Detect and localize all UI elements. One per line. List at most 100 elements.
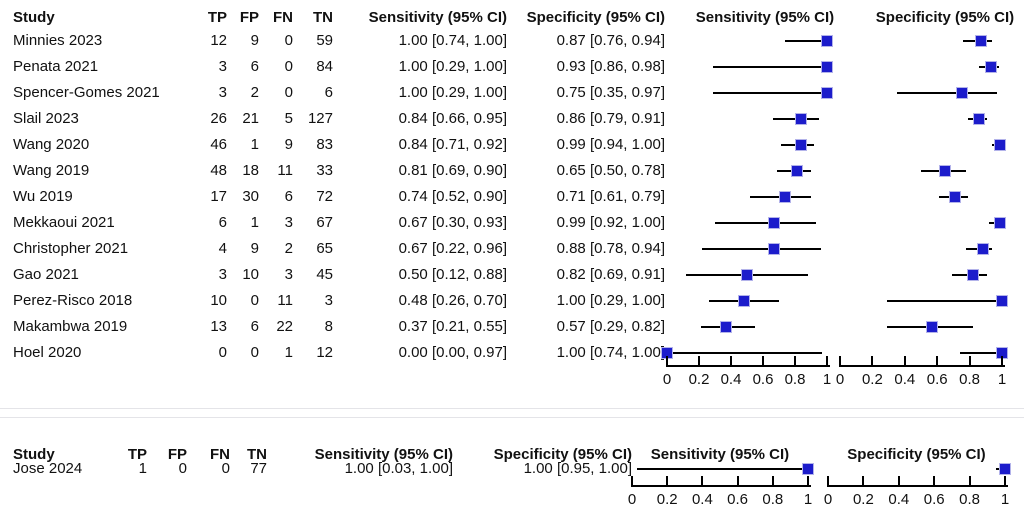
axis-tick xyxy=(897,476,900,487)
axis-tick xyxy=(968,476,971,487)
fn-value: 1 xyxy=(284,344,293,361)
fn-value: 5 xyxy=(284,110,293,127)
study-name: Makambwa 2019 xyxy=(13,318,128,335)
axis-line xyxy=(632,485,811,487)
sensitivity-estimate-text: 0.74 [0.52, 0.90] xyxy=(398,188,507,205)
sensitivity-estimate-text: 1.00 [0.29, 1.00] xyxy=(398,58,507,75)
fn-value: 2 xyxy=(284,240,293,257)
axis-tick-label: 0 xyxy=(835,371,845,388)
sensitivity-estimate-text: 0.37 [0.21, 0.55] xyxy=(398,318,507,335)
sensitivity-axis: 0 0.2 0.4 0.6 0.8 1 xyxy=(628,476,812,512)
point-estimate-marker xyxy=(984,61,997,73)
fp-value: 10 xyxy=(242,266,259,283)
axis-tick xyxy=(1004,476,1006,487)
tn-value: 77 xyxy=(250,460,267,477)
tp-value: 0 xyxy=(218,344,227,361)
axis-tick xyxy=(762,356,764,367)
sensitivity-estimate-text: 0.00 [0.00, 0.97] xyxy=(398,344,507,361)
tn-value: 3 xyxy=(324,292,333,309)
tp-value: 3 xyxy=(218,266,227,283)
sensitivity-forest-row xyxy=(667,28,833,54)
axis-tick-label: 0.4 xyxy=(894,371,916,388)
tn-value: 45 xyxy=(316,266,333,283)
section-divider xyxy=(0,408,1024,409)
fn-value: 0 xyxy=(284,32,293,49)
tp-value: 26 xyxy=(210,110,227,127)
point-estimate-marker xyxy=(999,463,1011,475)
tp-value: 1 xyxy=(138,460,147,477)
study-name: Penata 2021 xyxy=(13,58,99,75)
specificity-estimate-text: 0.65 [0.50, 0.78] xyxy=(556,162,665,179)
axis-tick xyxy=(666,356,668,367)
study-name: Spencer-Gomes 2021 xyxy=(13,84,160,101)
sensitivity-forest-row xyxy=(667,288,827,314)
column-header-fn: FN xyxy=(273,9,293,26)
column-header-fp: FP xyxy=(167,446,187,463)
axis-tick xyxy=(936,356,939,367)
axis-tick-label: 0.4 xyxy=(691,491,713,508)
axis-tick xyxy=(1001,356,1003,367)
specificity-estimate-text: 1.00 [0.95, 1.00] xyxy=(523,460,632,477)
axis-tick-label: 0.4 xyxy=(888,491,910,508)
study-name: Perez-Risco 2018 xyxy=(13,292,133,309)
axis-tick-label: 1 xyxy=(822,371,832,388)
tn-value: 33 xyxy=(316,162,333,179)
fp-value: 21 xyxy=(242,110,259,127)
sensitivity-estimate-text: 0.84 [0.66, 0.95] xyxy=(398,110,507,127)
specificity-axis: 0 0.2 0.4 0.6 0.8 1 xyxy=(824,476,1009,512)
sensitivity-forest-row xyxy=(667,210,827,236)
tn-value: 127 xyxy=(307,110,333,127)
specificity-forest-row xyxy=(828,456,1011,482)
fn-value: 3 xyxy=(284,214,293,231)
axis-tick-label: 0.2 xyxy=(861,371,883,388)
confidence-interval-line xyxy=(713,66,827,68)
point-estimate-marker xyxy=(994,217,1007,229)
specificity-estimate-text: 0.57 [0.29, 0.82] xyxy=(556,318,665,335)
axis-tick-label: 0.2 xyxy=(688,371,710,388)
axis-tick xyxy=(839,356,841,367)
fp-value: 0 xyxy=(250,344,259,361)
study-name: Gao 2021 xyxy=(13,266,79,283)
axis-line xyxy=(840,365,1005,367)
sensitivity-estimate-text: 0.50 [0.12, 0.88] xyxy=(398,266,507,283)
axis-tick-label: 0.8 xyxy=(959,371,981,388)
sensitivity-forest-row xyxy=(667,80,833,106)
tn-value: 8 xyxy=(324,318,333,335)
axis-tick xyxy=(968,356,971,367)
confidence-interval-line xyxy=(667,352,823,354)
point-estimate-marker xyxy=(974,35,987,47)
fn-value: 22 xyxy=(276,318,293,335)
study-name: Minnies 2023 xyxy=(13,32,103,49)
axis-line xyxy=(828,485,1008,487)
point-estimate-marker xyxy=(768,217,781,229)
study-name: Hoel 2020 xyxy=(13,344,82,361)
axis-tick-label: 0.8 xyxy=(959,491,981,508)
fp-value: 9 xyxy=(250,240,259,257)
column-header-fp: FP xyxy=(239,9,259,26)
specificity-estimate-text: 0.99 [0.92, 1.00] xyxy=(556,214,665,231)
study-name: Wang 2020 xyxy=(13,136,90,153)
fp-value: 18 xyxy=(242,162,259,179)
point-estimate-marker xyxy=(768,243,781,255)
axis-tick xyxy=(827,476,829,487)
tp-value: 4 xyxy=(218,240,227,257)
tn-value: 84 xyxy=(316,58,333,75)
study-name: Wang 2019 xyxy=(13,162,90,179)
column-header-study: Study xyxy=(13,446,55,463)
axis-tick-label: 0 xyxy=(823,491,833,508)
tp-value: 6 xyxy=(218,214,227,231)
column-header-sens: Sensitivity (95% CI) xyxy=(368,9,507,26)
sensitivity-estimate-text: 1.00 [0.29, 1.00] xyxy=(398,84,507,101)
axis-tick-label: 0.6 xyxy=(727,491,749,508)
tp-value: 3 xyxy=(218,84,227,101)
sensitivity-axis: 0 0.2 0.4 0.6 0.8 1 xyxy=(663,356,831,392)
sensitivity-estimate-text: 1.00 [0.03, 1.00] xyxy=(344,460,453,477)
fp-value: 9 xyxy=(250,32,259,49)
axis-tick-label: 0.2 xyxy=(852,491,874,508)
tp-value: 10 xyxy=(210,292,227,309)
specificity-forest-row xyxy=(840,106,1002,132)
fp-value: 6 xyxy=(250,58,259,75)
sensitivity-forest-row xyxy=(667,262,827,288)
axis-tick xyxy=(871,356,874,367)
